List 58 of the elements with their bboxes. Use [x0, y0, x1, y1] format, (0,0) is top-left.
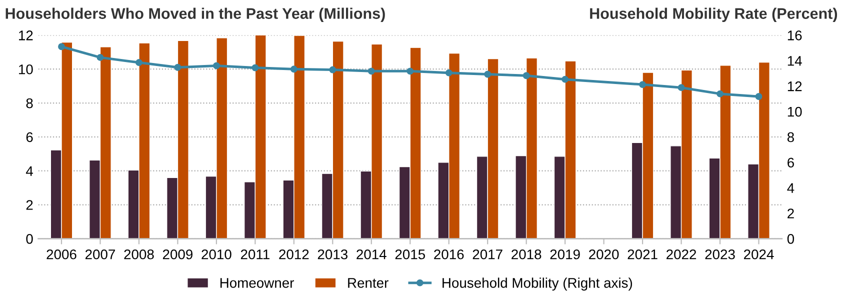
point: [562, 76, 569, 83]
y-tick-label: 12: [19, 30, 33, 40]
y-tick-label: 8: [26, 98, 33, 108]
point: [329, 66, 336, 74]
x-tick-label: 2021: [628, 249, 658, 260]
point: [252, 64, 259, 72]
point: [639, 81, 646, 88]
y-axis-title: Householders Who Moved in the Past Year (Millions): [6, 8, 385, 22]
x-tick-label: 2023: [705, 249, 735, 260]
x-tick-label: 2019: [550, 249, 580, 260]
y-tick-label: 4: [26, 166, 33, 176]
point: [174, 64, 182, 71]
x-tick-label: 2006: [46, 249, 76, 260]
point: [716, 90, 724, 98]
y2-tick-label: 2: [788, 208, 794, 218]
legend-label: Household Mobility (Right axis): [442, 278, 632, 291]
point: [406, 68, 414, 75]
x-tick-label: 2012: [279, 249, 309, 260]
legend-label: Homeowner: [220, 278, 294, 288]
y2-tick-label: 8: [787, 132, 794, 142]
x-tick-label: 2024: [744, 249, 774, 260]
y2-tick-label: 10: [788, 106, 802, 117]
y-tick-label: 0: [26, 234, 33, 244]
x-tick-label: 2022: [666, 249, 696, 260]
y2-tick-label: 16: [788, 30, 802, 40]
point: [522, 72, 530, 80]
y2-axis-title: Household Mobility Rate (Percent): [590, 8, 838, 22]
x-tick-label: 2017: [472, 249, 502, 260]
x-tick-label: 2015: [395, 249, 425, 260]
y2-tick-label: 6: [788, 158, 794, 168]
y-tick-label: 2: [26, 200, 33, 210]
point: [368, 68, 375, 75]
y2-tick-label: 14: [788, 56, 802, 66]
y2-tick-label: 12: [788, 81, 802, 92]
x-tick-label: 2018: [512, 249, 542, 260]
x-tick-label: 2008: [124, 249, 154, 260]
y-tick-label: 10: [19, 64, 33, 74]
point: [484, 70, 492, 78]
x-tick-label: 2011: [240, 249, 270, 260]
point: [445, 69, 452, 76]
point: [290, 66, 298, 73]
x-tick-label: 2007: [85, 249, 115, 260]
x-tick-label: 2016: [434, 249, 464, 260]
legend-label: Renter: [348, 278, 388, 288]
point: [212, 62, 220, 70]
y2-tick-label: 4: [787, 183, 794, 193]
x-tick-label: 2013: [318, 249, 348, 260]
point: [58, 43, 65, 50]
x-tick-label: 2020: [589, 249, 619, 260]
x-tick-label: 2014: [356, 249, 386, 260]
x-tick-label: 2010: [202, 249, 232, 260]
y-tick-label: 6: [26, 132, 33, 142]
y2-tick-label: 0: [787, 234, 794, 244]
point: [135, 59, 142, 66]
point: [96, 54, 104, 61]
point: [755, 93, 762, 100]
point: [678, 84, 685, 92]
x-tick-label: 2009: [162, 249, 192, 260]
